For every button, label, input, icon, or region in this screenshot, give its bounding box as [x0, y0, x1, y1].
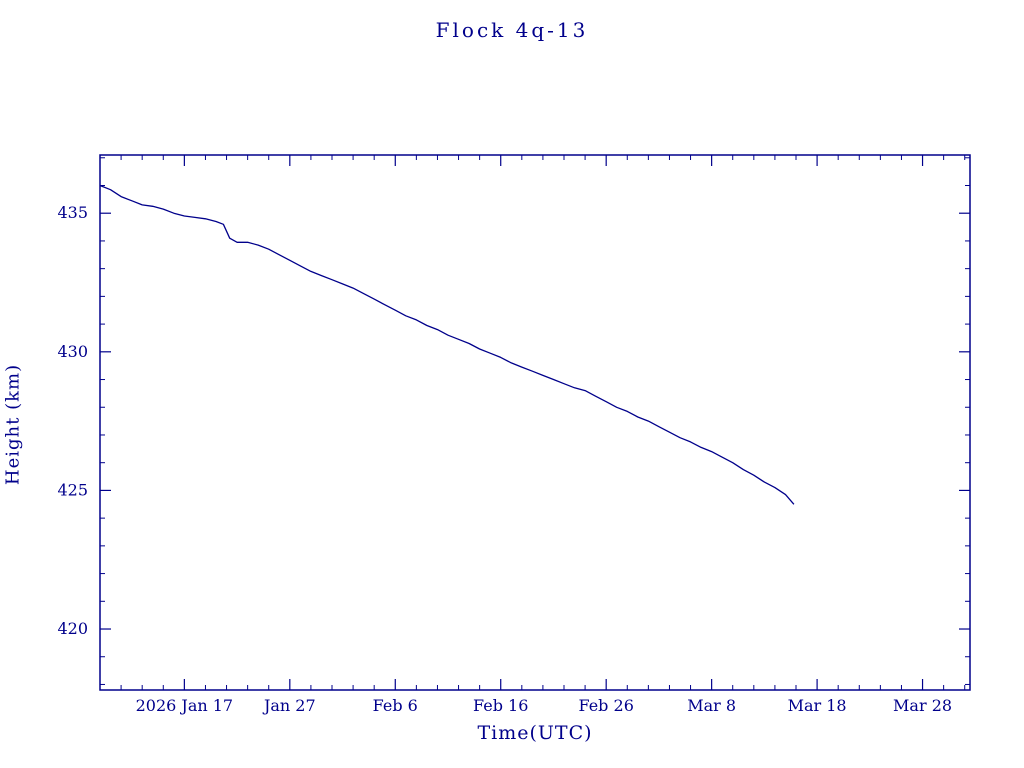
- y-axis-label: Height (km): [2, 363, 24, 486]
- y-tick-label: 420: [57, 619, 88, 638]
- plot-frame: [99, 154, 971, 691]
- x-tick-label: Mar 28: [893, 696, 952, 715]
- x-tick-label: Feb 6: [373, 696, 418, 715]
- x-tick-label: Feb 16: [473, 696, 528, 715]
- x-tick-label: Feb 26: [578, 696, 633, 715]
- x-tick-label: Mar 8: [687, 696, 736, 715]
- y-tick-label: 430: [57, 342, 88, 361]
- x-axis-label: Time(UTC): [477, 722, 593, 744]
- y-tick-label: 435: [57, 203, 88, 222]
- height-decay-line: [99, 184, 795, 505]
- chart-title: Flock 4q-13: [435, 18, 589, 42]
- x-tick-label: Mar 18: [788, 696, 847, 715]
- x-tick-label: Jan 27: [262, 696, 316, 715]
- y-tick-label: 425: [57, 480, 88, 499]
- x-tick-label: 2026 Jan 17: [136, 696, 234, 715]
